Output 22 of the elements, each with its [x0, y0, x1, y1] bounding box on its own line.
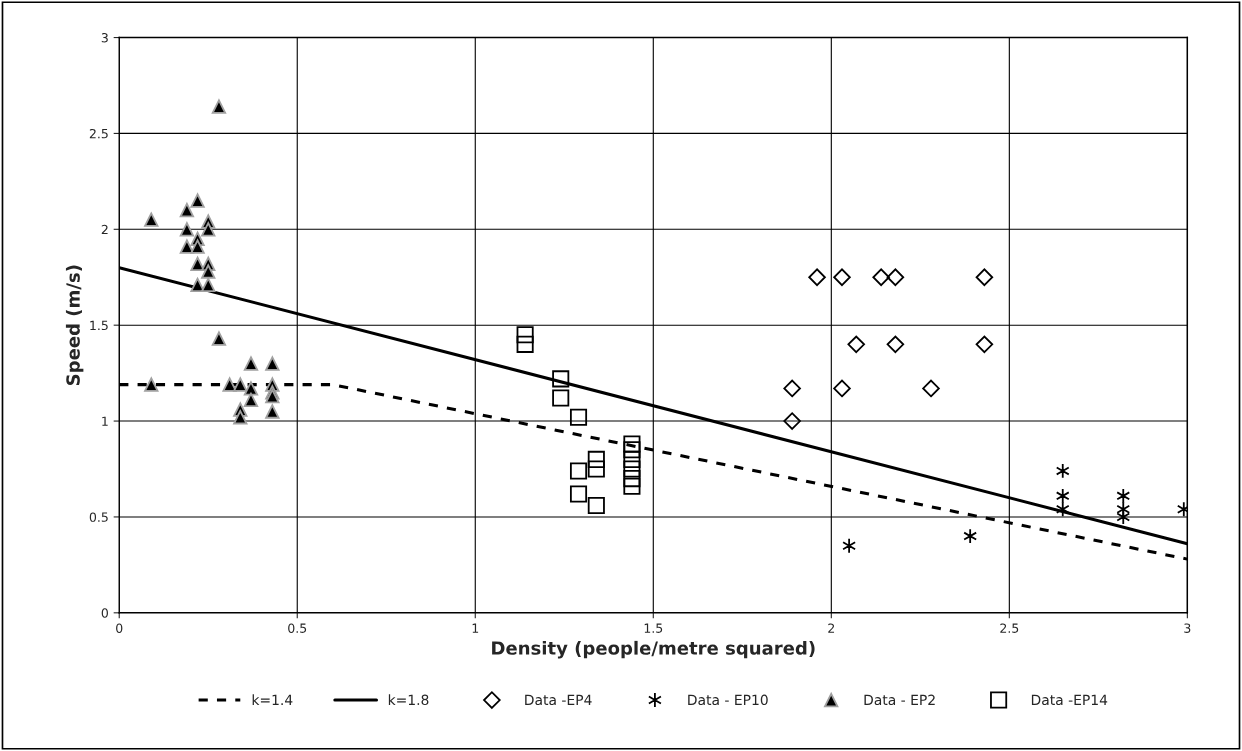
y-tick-label: 2 [101, 224, 108, 235]
x-tick-label: 2 [828, 623, 835, 633]
x-tick-label: 0 [116, 623, 123, 633]
y-tick-label: 2.5 [89, 128, 108, 139]
x-tick-label: 2.5 [1000, 623, 1019, 633]
y-tick-label: 0.5 [89, 512, 108, 522]
legend-label: Data -EP4 [525, 694, 592, 706]
legend-label: Data - EP2 [864, 694, 935, 706]
legend-label: Data -EP14 [1031, 694, 1108, 706]
y-tick-label: 3 [101, 33, 108, 43]
x-tick-label: 3 [1184, 623, 1191, 633]
y-axis-title: Speed (m/s) [65, 265, 84, 386]
x-axis-title: Density (people/metre squared) [492, 640, 815, 659]
y-tick-label: 0 [101, 608, 108, 618]
legend-label: k=1.8 [388, 694, 429, 706]
x-tick-label: 0.5 [288, 623, 307, 633]
legend-label: k=1.4 [252, 694, 293, 705]
x-tick-label: 1 [472, 623, 479, 633]
y-tick-label: 1 [102, 416, 108, 426]
y-tick-label: 1.5 [90, 320, 108, 331]
x-tick-label: 1.5 [644, 623, 663, 633]
legend-label: Data - EP10 [688, 694, 768, 706]
